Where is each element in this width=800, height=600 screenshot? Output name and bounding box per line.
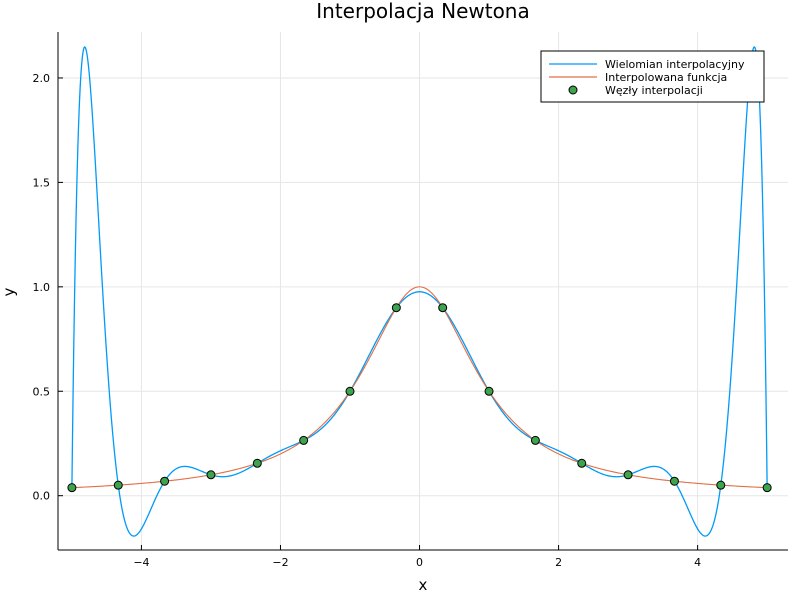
node-point [716,480,726,490]
node-point [530,435,540,445]
node-point [160,476,170,486]
node-point [206,470,216,480]
x-axis-label: x [419,576,428,594]
node-point [484,386,494,396]
legend-function-label: Interpolowana funkcja [605,71,727,84]
x-tick-label: −2 [272,556,288,569]
node-point [623,470,633,480]
node-point [438,303,448,313]
chart-title: Interpolacja Newtona [316,0,530,23]
x-tick-label: 4 [694,556,701,569]
legend-nodes-label: Węzły interpolacji [605,84,703,97]
legend-nodes-swatch [568,85,578,95]
node-point [669,476,679,486]
axes: −4 −2 0 2 4 0.0 0.5 1.0 1.5 2.0 [33,32,788,569]
polynomial-line [71,46,768,537]
legend-polynomial-label: Wielomian interpolacyjny [605,58,745,71]
grid [58,32,788,550]
node-point [345,386,355,396]
node-point [391,303,401,313]
plot-area [67,46,772,537]
y-axis-label: y [0,287,18,296]
y-tick-label: 2.0 [33,72,51,85]
node-point [252,458,262,468]
function-line [71,286,768,489]
y-tick-label: 1.0 [33,281,51,294]
node-point [299,435,309,445]
node-point [762,483,772,493]
node-point [67,483,77,493]
node-point [113,480,123,490]
x-tick-label: −4 [133,556,149,569]
x-tick-label: 0 [416,556,423,569]
node-point [577,458,587,468]
y-tick-label: 0.0 [33,490,51,503]
x-tick-label: 2 [555,556,562,569]
y-tick-label: 1.5 [33,176,51,189]
y-tick-label: 0.5 [33,385,51,398]
